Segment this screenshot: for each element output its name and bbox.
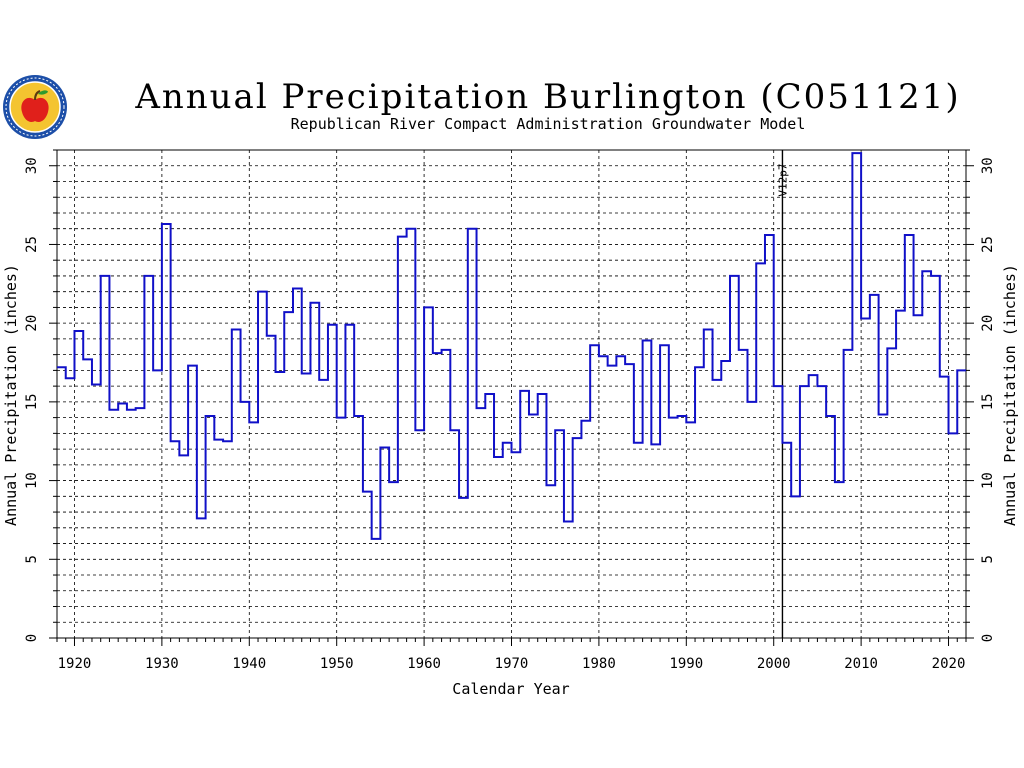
x-axis-label: Calendar Year [452,680,569,698]
y-tick-label-right: 5 [980,555,996,563]
x-tick-label: 1930 [145,656,179,672]
y-tick-label-left: 15 [24,393,40,410]
y-tick-label-right: 0 [980,634,996,642]
y-tick-label-right: 20 [980,315,996,332]
y-tick-label-left: 25 [24,236,40,253]
y-axis-label-left: Annual Precipitation (inches) [2,264,20,526]
y-tick-label-left: 10 [24,472,40,489]
y-tick-label-right: 15 [980,393,996,410]
model-version-label: V12p7 [776,163,789,196]
y-tick-label-left: 0 [24,634,40,642]
x-tick-label: 1990 [669,656,703,672]
y-tick-label-left: 20 [24,315,40,332]
x-tick-label: 1920 [58,656,92,672]
y-tick-label-right: 10 [980,472,996,489]
x-tick-label: 2000 [757,656,791,672]
y-tick-label-right: 30 [980,157,996,174]
x-tick-label: 1940 [232,656,266,672]
x-tick-label: 1970 [495,656,529,672]
x-tick-label: 1960 [407,656,441,672]
chart-subtitle: Republican River Compact Administration … [291,115,806,133]
logo-seal-icon [3,75,67,139]
x-tick-label: 1950 [320,656,354,672]
x-tick-label: 2020 [932,656,966,672]
y-tick-label-left: 30 [24,157,40,174]
x-tick-label: 2010 [844,656,878,672]
y-tick-label-left: 5 [24,555,40,563]
y-axis-label-right: Annual Precipitation (inches) [1001,264,1019,526]
y-tick-label-right: 25 [980,236,996,253]
x-tick-label: 1980 [582,656,616,672]
chart-title: Annual Precipitation Burlington (C051121… [134,77,960,117]
precipitation-series-line [57,152,966,540]
